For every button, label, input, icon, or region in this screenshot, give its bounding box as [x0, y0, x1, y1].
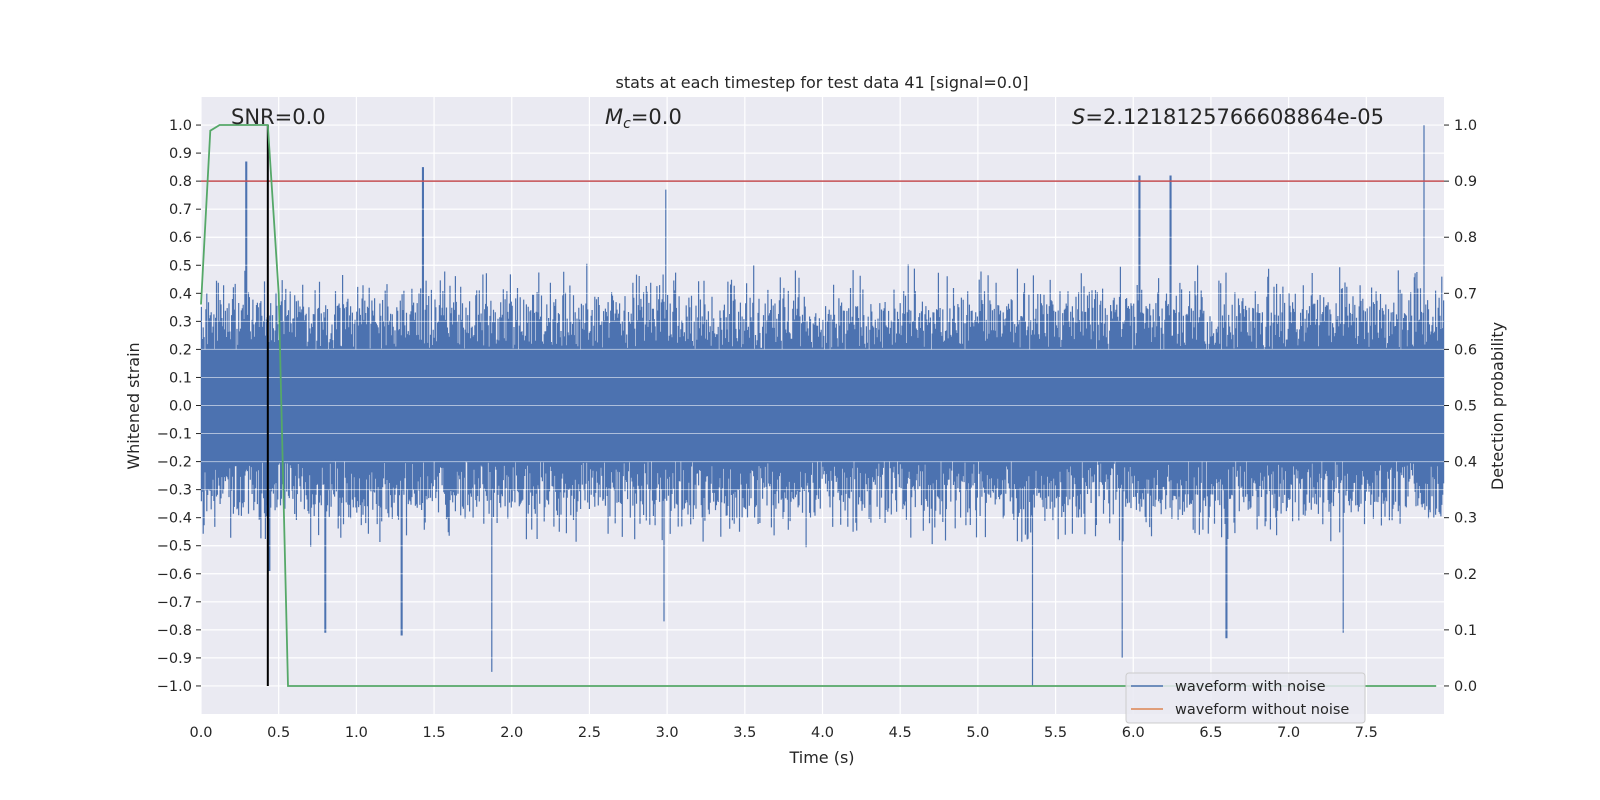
- y-tick-label: −0.2: [157, 455, 192, 471]
- y-tick-label: 0.2: [169, 342, 192, 358]
- x-tick-label: 7.0: [1277, 725, 1300, 741]
- y-right-tick-label: 0.6: [1454, 342, 1477, 358]
- y-tick-label: −0.6: [157, 567, 192, 583]
- y-tick-label: −1.0: [157, 679, 192, 695]
- legend-label-noise: waveform with noise: [1175, 679, 1326, 695]
- chirp-mass-annotation: Mc=0.0: [605, 105, 682, 132]
- y-tick-label: 1.0: [169, 118, 192, 134]
- x-tick-label: 6.5: [1199, 725, 1222, 741]
- legend-label-clean: waveform without noise: [1175, 702, 1349, 718]
- x-tick-label: 3.0: [656, 725, 679, 741]
- y-right-tick-label: 0.8: [1454, 230, 1477, 246]
- x-tick-label: 4.0: [811, 725, 834, 741]
- y-tick-label: 0.7: [169, 202, 192, 218]
- y-tick-label: −0.1: [157, 427, 192, 443]
- y-tick-label: 0.6: [169, 230, 192, 246]
- x-tick-label: 4.5: [889, 725, 912, 741]
- y-tick-label: 0.3: [169, 314, 192, 330]
- x-tick-label: 6.0: [1122, 725, 1145, 741]
- x-tick-label: 1.5: [423, 725, 446, 741]
- y-tick-label: 0.0: [169, 399, 192, 415]
- x-axis-label: Time (s): [788, 748, 854, 767]
- y-axis-label: Whitened strain: [124, 342, 143, 469]
- waveform-with-noise-line: [200, 125, 1445, 686]
- y-tick-label: −0.7: [157, 595, 192, 611]
- y-right-tick-label: 0.7: [1454, 286, 1477, 302]
- y-right-tick-label: 0.3: [1454, 511, 1477, 527]
- s-statistic-annotation: S=2.1218125766608864e-05: [1072, 105, 1384, 129]
- x-tick-label: 5.5: [1044, 725, 1067, 741]
- x-tick-label: 3.5: [733, 725, 756, 741]
- y-tick-label: −0.8: [157, 623, 192, 639]
- y-right-tick-label: 0.0: [1454, 679, 1477, 695]
- y-tick-label: −0.5: [157, 539, 192, 555]
- x-tick-label: 0.5: [267, 725, 290, 741]
- y-tick-label: −0.3: [157, 483, 192, 499]
- y-tick-label: −0.9: [157, 651, 192, 667]
- legend-box: [1125, 672, 1366, 724]
- y-right-tick-label: 0.1: [1454, 623, 1477, 639]
- y-axis-ticks-left: 1.0 0.9 0.8 0.7 0.6 0.5 0.4 0.3 0.2 0.1 0.0 −0.1 −0.…: [157, 118, 201, 695]
- y-tick-label: 0.8: [169, 174, 192, 190]
- x-tick-label: 0.0: [189, 725, 212, 741]
- y-right-tick-label: 0.9: [1454, 174, 1477, 190]
- y-right-tick-label: 0.2: [1454, 567, 1477, 583]
- legend: waveform with noise waveform without noi…: [1125, 672, 1366, 724]
- x-tick-label: 2.0: [500, 725, 523, 741]
- detection-probability-line: [200, 124, 1437, 687]
- snr-annotation: SNR=0.0: [231, 105, 326, 129]
- x-tick-label: 1.0: [345, 725, 368, 741]
- y-axis-ticks-right: 1.0 0.9 0.8 0.7 0.6 0.5 0.4 0.3 0.2 0.1 0.0: [1444, 118, 1477, 695]
- y-right-tick-label: 0.4: [1454, 455, 1477, 471]
- chart-title: stats at each timestep for test data 41 …: [616, 73, 1029, 92]
- x-axis-ticks: 0.0 0.5 1.0 1.5 2.0 2.5 3.0 3.5 4.0 4.5 5.0 5.5 6.0 6…: [189, 725, 1377, 741]
- y-tick-label: −0.4: [157, 511, 192, 527]
- x-tick-label: 7.5: [1355, 725, 1378, 741]
- y-right-tick-label: 0.5: [1454, 399, 1477, 415]
- y-tick-label: 0.9: [169, 146, 192, 162]
- y-tick-label: 0.1: [169, 370, 192, 386]
- y-tick-label: 0.4: [169, 286, 192, 302]
- x-tick-label: 5.0: [966, 725, 989, 741]
- x-tick-label: 2.5: [578, 725, 601, 741]
- y-axis-label-right: Detection probability: [1488, 322, 1507, 490]
- y-right-tick-label: 1.0: [1454, 118, 1477, 134]
- y-tick-label: 0.5: [169, 258, 192, 274]
- waveform-with-noise-series: [200, 124, 1445, 687]
